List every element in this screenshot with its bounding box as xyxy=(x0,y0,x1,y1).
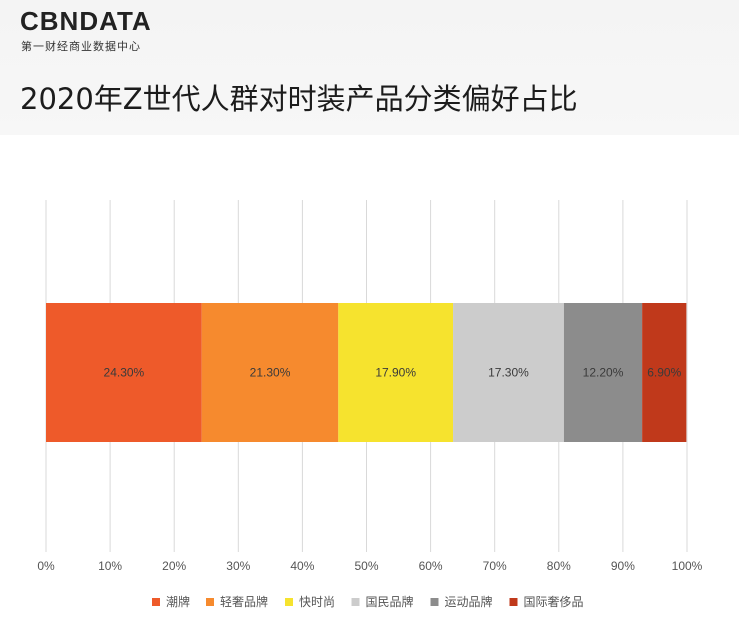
bar-segments xyxy=(46,303,687,442)
bar-segment xyxy=(563,303,643,442)
bar-segment xyxy=(338,303,454,442)
header-band: CBNDATA 第一财经商业数据中心 2020年Z世代人群对时装产品分类偏好占比 xyxy=(0,0,739,135)
legend-swatch xyxy=(285,598,293,606)
x-tick-label: 20% xyxy=(162,559,186,573)
data-label: 24.30% xyxy=(104,366,145,380)
x-tick-label: 50% xyxy=(354,559,378,573)
x-tick-label: 100% xyxy=(672,559,703,573)
x-tick-label: 80% xyxy=(547,559,571,573)
x-tick-label: 70% xyxy=(483,559,507,573)
data-label: 12.20% xyxy=(583,366,624,380)
legend-label: 快时尚 xyxy=(299,595,335,609)
x-tick-label: 0% xyxy=(37,559,55,573)
data-label: 17.30% xyxy=(488,366,529,380)
bar-segment xyxy=(46,303,202,442)
x-tick-label: 10% xyxy=(98,559,122,573)
legend-label: 国民品牌 xyxy=(366,595,414,609)
x-tick-label: 40% xyxy=(290,559,314,573)
legend-swatch xyxy=(430,598,439,606)
chart-title: 2020年Z世代人群对时装产品分类偏好占比 xyxy=(20,82,578,116)
legend: 潮牌 轻奢品牌 快时尚 国民品牌 运动品牌 国际奢侈品 xyxy=(152,594,584,609)
bar-segment xyxy=(453,303,564,442)
x-tick-label: 30% xyxy=(226,559,250,573)
brand-subtitle: 第一财经商业数据中心 xyxy=(21,40,141,53)
legend-label: 运动品牌 xyxy=(445,595,493,609)
brand-logo: CBNDATA xyxy=(20,6,152,36)
bar-segment xyxy=(201,303,339,442)
legend-label: 潮牌 xyxy=(166,594,190,609)
data-label: 17.90% xyxy=(375,366,416,380)
legend-swatch xyxy=(509,598,518,606)
legend-label: 国际奢侈品 xyxy=(524,595,584,609)
x-tick-label: 60% xyxy=(419,559,443,573)
bar-segment xyxy=(642,303,687,442)
legend-label: 轻奢品牌 xyxy=(220,595,268,609)
segment-labels: 24.30% 21.30% 17.90% 17.30% 12.20% 6.90% xyxy=(104,366,682,380)
x-tick-label: 90% xyxy=(611,559,635,573)
x-axis-ticks: 0% 10% 20% 30% 40% 50% 60% 70% 80% 90% 100% xyxy=(37,559,702,573)
legend-swatch xyxy=(351,598,360,606)
legend-swatch xyxy=(206,598,214,606)
legend-swatch xyxy=(152,598,160,606)
data-label: 21.30% xyxy=(250,366,291,380)
data-label: 6.90% xyxy=(647,366,681,380)
